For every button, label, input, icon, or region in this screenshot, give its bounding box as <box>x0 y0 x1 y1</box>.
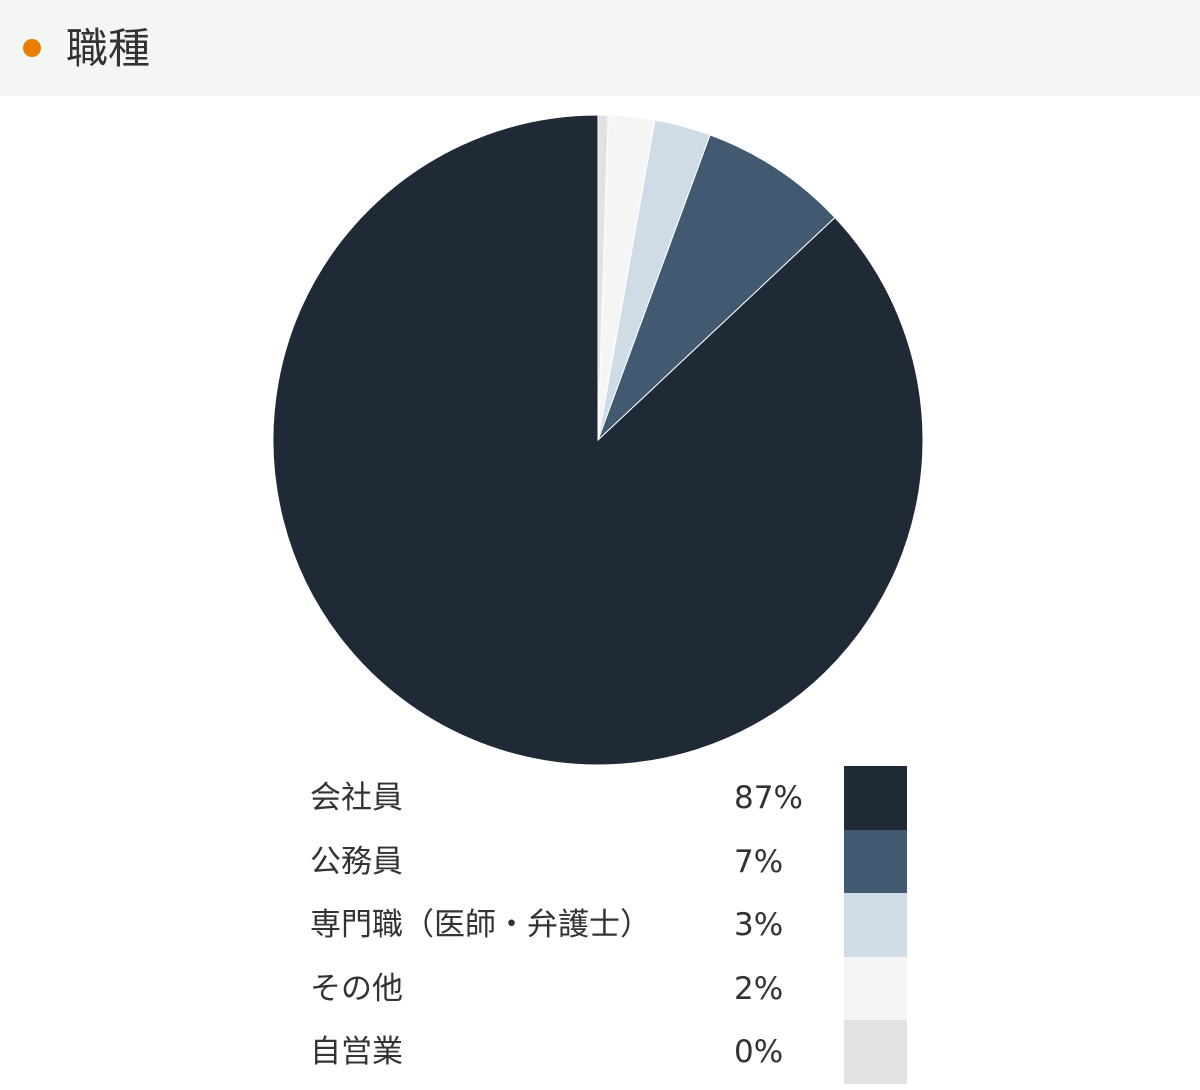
legend-percent: 87% <box>734 780 803 816</box>
legend-item: 専門職（医師・弁護士） 3% <box>310 893 910 957</box>
section-header: 職種 <box>0 0 1200 96</box>
legend-swatch <box>844 893 907 957</box>
legend-swatch <box>844 766 907 830</box>
legend-percent: 7% <box>734 843 784 880</box>
legend-item: 自営業 0% <box>310 1020 910 1084</box>
legend-item: 会社員 87% <box>310 766 910 830</box>
legend: 会社員 87% 公務員 7% 専門職（医師・弁護士） 3% その他 2% 自営業… <box>310 766 910 1084</box>
legend-percent: 3% <box>734 907 784 943</box>
legend-label: 会社員 <box>310 780 403 816</box>
legend-label: 自営業 <box>310 1034 403 1070</box>
legend-swatch <box>844 956 907 1020</box>
legend-swatch <box>844 829 907 893</box>
legend-item: その他 2% <box>310 956 910 1020</box>
pie-slice-1 <box>597 134 836 441</box>
legend-label: その他 <box>310 970 403 1007</box>
pie-chart <box>272 114 924 766</box>
legend-label: 公務員 <box>310 843 403 880</box>
section-title: 職種 <box>66 24 151 73</box>
pie-slice-4 <box>597 114 609 441</box>
legend-label: 専門職（医師・弁護士） <box>310 907 651 943</box>
bullet-dot-icon <box>23 39 41 57</box>
legend-item: 公務員 7% <box>310 829 910 893</box>
legend-swatch <box>844 1020 907 1084</box>
legend-percent: 2% <box>734 970 784 1007</box>
legend-percent: 0% <box>734 1034 784 1070</box>
